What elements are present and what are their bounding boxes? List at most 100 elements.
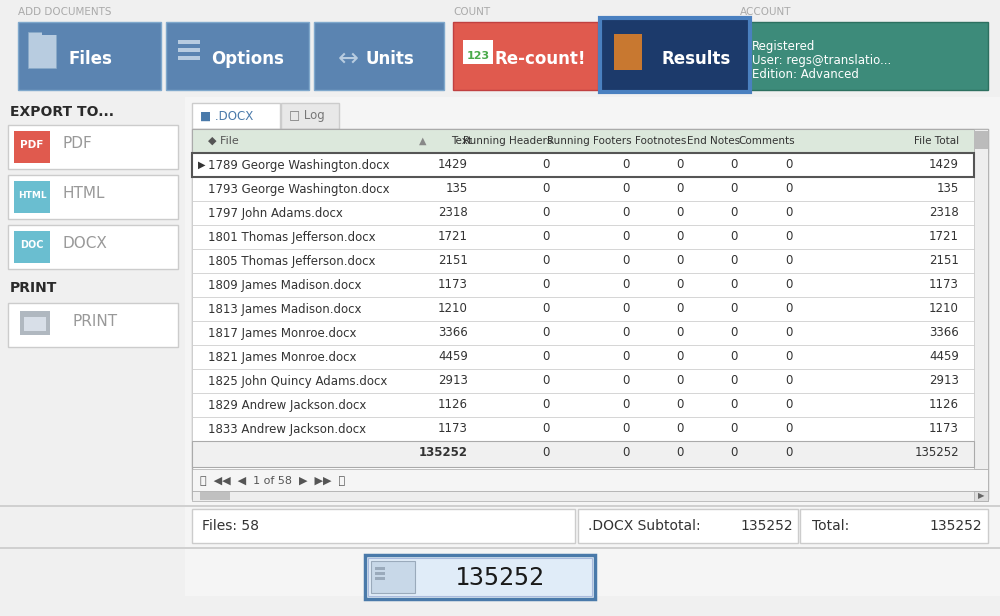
Text: 1210: 1210 bbox=[438, 302, 468, 315]
Text: ■ .DOCX: ■ .DOCX bbox=[200, 110, 253, 123]
Bar bbox=[192, 103, 280, 129]
Bar bbox=[192, 249, 974, 273]
Text: Footnotes: Footnotes bbox=[635, 136, 686, 146]
Bar bbox=[800, 509, 988, 543]
Text: 1833 Andrew Jackson.docx: 1833 Andrew Jackson.docx bbox=[208, 423, 366, 436]
Text: 0: 0 bbox=[786, 302, 793, 315]
Text: 1173: 1173 bbox=[438, 423, 468, 436]
Text: 0: 0 bbox=[731, 302, 738, 315]
Text: □ Log: □ Log bbox=[289, 110, 325, 123]
Bar bbox=[166, 22, 309, 90]
Text: 123: 123 bbox=[466, 51, 490, 61]
Text: 0: 0 bbox=[543, 230, 550, 243]
Bar bbox=[192, 321, 974, 345]
Text: 1821 James Monroe.docx: 1821 James Monroe.docx bbox=[208, 351, 356, 363]
Text: 1126: 1126 bbox=[929, 399, 959, 411]
Text: Total:: Total: bbox=[812, 519, 849, 533]
Bar bbox=[192, 297, 974, 321]
Text: 0: 0 bbox=[623, 351, 630, 363]
Text: 1429: 1429 bbox=[929, 158, 959, 171]
Bar bbox=[974, 491, 988, 501]
Text: 0: 0 bbox=[786, 254, 793, 267]
Text: ⏮  ◀◀  ◀  1 of 58  ▶  ▶▶  ⏭: ⏮ ◀◀ ◀ 1 of 58 ▶ ▶▶ ⏭ bbox=[200, 475, 345, 485]
Text: 0: 0 bbox=[623, 423, 630, 436]
Text: Text: Text bbox=[451, 136, 472, 146]
Text: Files: Files bbox=[68, 50, 112, 68]
Text: ▶: ▶ bbox=[978, 492, 984, 500]
Text: HTML: HTML bbox=[62, 185, 104, 200]
Bar bbox=[178, 48, 200, 52]
Bar bbox=[192, 201, 974, 225]
Text: 135: 135 bbox=[446, 182, 468, 195]
Text: 0: 0 bbox=[543, 278, 550, 291]
Text: 0: 0 bbox=[731, 326, 738, 339]
Text: PDF: PDF bbox=[62, 136, 92, 150]
Text: 2151: 2151 bbox=[438, 254, 468, 267]
Bar bbox=[0, 97, 185, 611]
Bar bbox=[375, 567, 385, 570]
Bar bbox=[24, 317, 46, 331]
Bar bbox=[192, 273, 974, 297]
Text: 135252: 135252 bbox=[455, 566, 545, 590]
Bar bbox=[8, 175, 178, 219]
Text: 0: 0 bbox=[677, 158, 684, 171]
Text: DOC: DOC bbox=[20, 240, 44, 250]
Text: 0: 0 bbox=[677, 351, 684, 363]
Text: 0: 0 bbox=[731, 375, 738, 387]
Bar bbox=[368, 558, 592, 596]
Text: 0: 0 bbox=[786, 447, 793, 460]
Text: 0: 0 bbox=[677, 302, 684, 315]
Text: 1173: 1173 bbox=[929, 278, 959, 291]
Text: COUNT: COUNT bbox=[453, 7, 490, 17]
Text: 0: 0 bbox=[786, 423, 793, 436]
Text: 0: 0 bbox=[623, 447, 630, 460]
Text: 2151: 2151 bbox=[929, 254, 959, 267]
Text: 4459: 4459 bbox=[929, 351, 959, 363]
Bar bbox=[28, 32, 56, 68]
Text: 0: 0 bbox=[786, 375, 793, 387]
Bar bbox=[42, 30, 58, 35]
Bar bbox=[192, 393, 974, 417]
Bar bbox=[314, 22, 444, 90]
Bar bbox=[375, 572, 385, 575]
Bar bbox=[192, 417, 974, 441]
Bar bbox=[192, 225, 974, 249]
Text: 0: 0 bbox=[543, 206, 550, 219]
Bar bbox=[974, 131, 988, 149]
Bar bbox=[453, 22, 598, 90]
Bar bbox=[281, 103, 339, 129]
Bar bbox=[192, 345, 974, 369]
Bar bbox=[0, 547, 1000, 549]
Text: 1829 Andrew Jackson.docx: 1829 Andrew Jackson.docx bbox=[208, 399, 366, 411]
Text: 0: 0 bbox=[543, 399, 550, 411]
Text: 0: 0 bbox=[731, 423, 738, 436]
Text: 1173: 1173 bbox=[438, 278, 468, 291]
Text: .DOCX Subtotal:: .DOCX Subtotal: bbox=[588, 519, 701, 533]
Text: 0: 0 bbox=[677, 447, 684, 460]
Text: 0: 0 bbox=[786, 182, 793, 195]
Text: 1429: 1429 bbox=[438, 158, 468, 171]
Text: 0: 0 bbox=[677, 230, 684, 243]
Text: 0: 0 bbox=[543, 375, 550, 387]
Text: 0: 0 bbox=[677, 254, 684, 267]
Bar bbox=[18, 22, 161, 90]
Bar bbox=[192, 469, 988, 491]
Text: PRINT: PRINT bbox=[10, 281, 57, 295]
Text: 0: 0 bbox=[786, 230, 793, 243]
Text: 2913: 2913 bbox=[438, 375, 468, 387]
Bar bbox=[192, 369, 974, 393]
Text: 0: 0 bbox=[543, 423, 550, 436]
Text: File Total: File Total bbox=[914, 136, 959, 146]
Bar bbox=[20, 311, 50, 335]
Bar bbox=[192, 509, 575, 543]
Text: 135252: 135252 bbox=[929, 519, 982, 533]
Text: ACCOUNT: ACCOUNT bbox=[740, 7, 792, 17]
Text: 135252: 135252 bbox=[419, 447, 468, 460]
Text: 1817 James Monroe.docx: 1817 James Monroe.docx bbox=[208, 326, 356, 339]
Bar bbox=[371, 561, 415, 593]
Text: 0: 0 bbox=[731, 351, 738, 363]
Bar bbox=[14, 181, 50, 213]
Text: User: regs@translatio...: User: regs@translatio... bbox=[752, 54, 891, 67]
Text: 0: 0 bbox=[677, 206, 684, 219]
Text: 0: 0 bbox=[543, 351, 550, 363]
